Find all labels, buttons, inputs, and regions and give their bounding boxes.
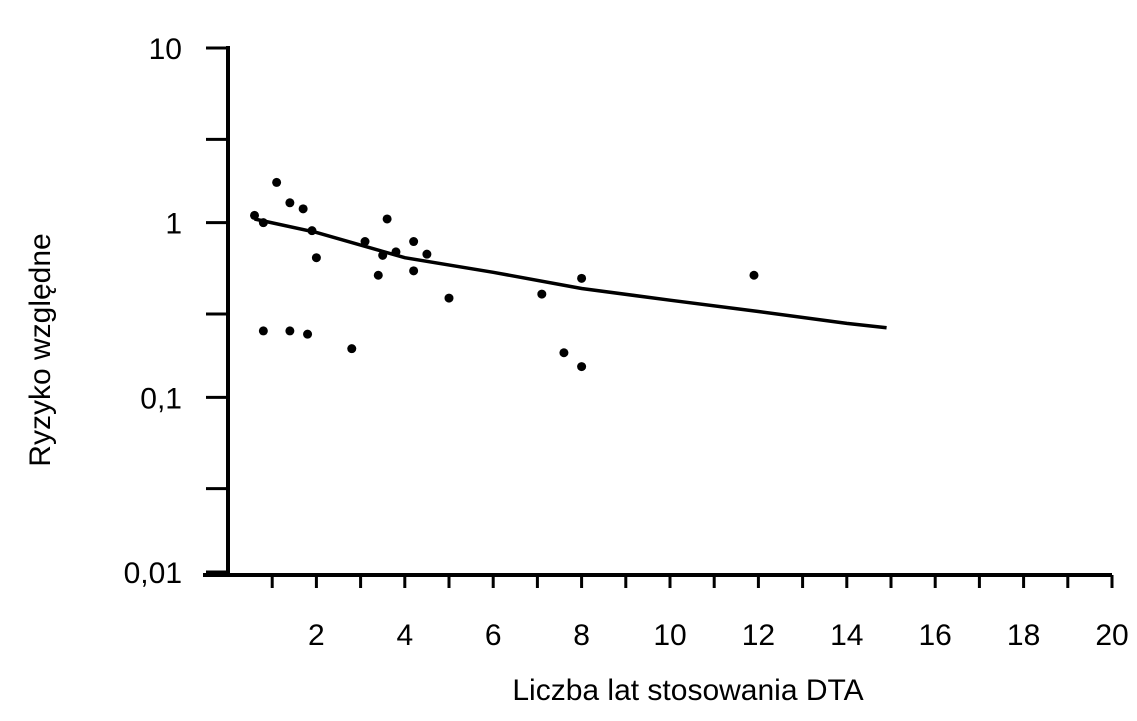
y-tick-label: 10: [149, 33, 182, 66]
y-tick-label: 1: [165, 208, 182, 241]
trend-line: [254, 217, 887, 330]
data-point: [272, 177, 282, 187]
y-tick-label: 0,01: [124, 557, 182, 590]
data-point: [409, 266, 419, 276]
data-point: [360, 237, 370, 247]
data-point: [537, 289, 547, 299]
x-tick-label: 16: [919, 619, 952, 652]
x-tick-label: 8: [573, 619, 590, 652]
data-point: [749, 270, 759, 280]
x-axis-title: Liczba lat stosowania DTA: [512, 674, 863, 707]
data-point: [347, 344, 357, 354]
data-point: [422, 249, 432, 259]
data-point: [307, 226, 317, 236]
data-point: [391, 247, 401, 257]
data-point: [378, 250, 388, 260]
x-tick-label: 10: [653, 619, 686, 652]
data-point: [311, 253, 321, 263]
x-tick-label: 20: [1095, 619, 1128, 652]
data-point: [298, 204, 308, 214]
data-point: [285, 198, 295, 208]
y-axis-ticks: 10 1 0,1 0,01: [124, 33, 228, 590]
data-point: [444, 293, 454, 303]
data-point: [577, 362, 587, 372]
data-points: [250, 177, 759, 372]
x-tick-label: 6: [485, 619, 502, 652]
y-axis-title: Ryzyko względne: [24, 233, 57, 466]
y-tick-label: 0,1: [140, 382, 182, 415]
x-tick-label: 18: [1007, 619, 1040, 652]
x-axis-ticks: 2 4 6 8 10 12 14 16 18 20: [270, 575, 1129, 652]
data-point: [382, 214, 392, 224]
data-point: [250, 210, 260, 220]
x-tick-label: 12: [742, 619, 775, 652]
data-point: [258, 218, 268, 228]
data-point: [258, 326, 268, 336]
data-point: [373, 270, 383, 280]
data-point: [577, 273, 587, 283]
x-tick-label: 2: [308, 619, 325, 652]
data-point: [409, 237, 419, 247]
data-point: [559, 348, 569, 358]
x-tick-label: 4: [396, 619, 413, 652]
x-tick-label: 14: [830, 619, 863, 652]
data-point: [285, 326, 295, 336]
data-point: [303, 329, 313, 339]
